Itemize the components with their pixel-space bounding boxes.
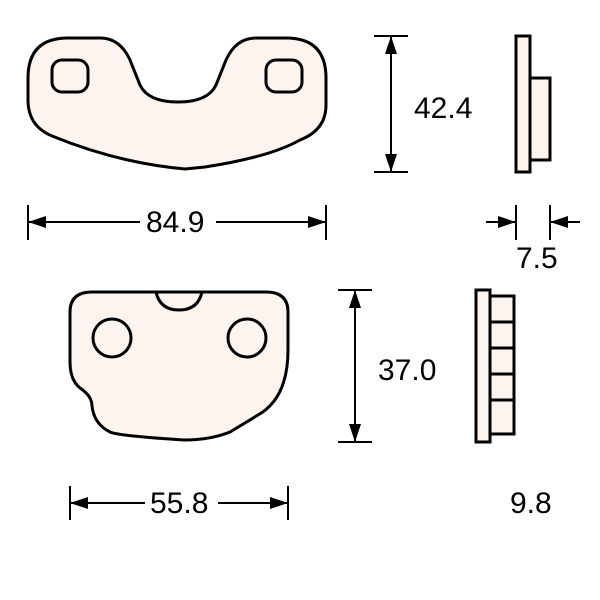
bottom-pad-side xyxy=(476,290,514,442)
label-top-thick: 7.5 xyxy=(516,242,558,275)
dim-bottom-width: 55.8 xyxy=(70,486,288,520)
label-bottom-width: 55.8 xyxy=(150,487,208,520)
top-pad-side xyxy=(516,36,550,172)
label-top-height: 42.4 xyxy=(414,92,472,125)
label-bottom-height: 37.0 xyxy=(378,354,436,387)
top-pad-front xyxy=(28,38,326,169)
dim-bottom-height: 37.0 xyxy=(338,290,436,442)
label-bottom-thick: 9.8 xyxy=(510,487,552,520)
dim-top-height: 42.4 xyxy=(374,36,472,172)
brake-pad-diagram: 42.4 84.9 7.5 37.0 55.8 xyxy=(0,0,600,600)
dim-bottom-thick: 9.8 xyxy=(510,487,552,520)
label-top-width: 84.9 xyxy=(146,206,204,239)
dim-top-thick: 7.5 xyxy=(486,205,580,275)
diagram-svg: 42.4 84.9 7.5 37.0 55.8 xyxy=(0,0,600,600)
dim-top-width: 84.9 xyxy=(28,205,326,240)
bottom-pad-front xyxy=(70,292,288,440)
